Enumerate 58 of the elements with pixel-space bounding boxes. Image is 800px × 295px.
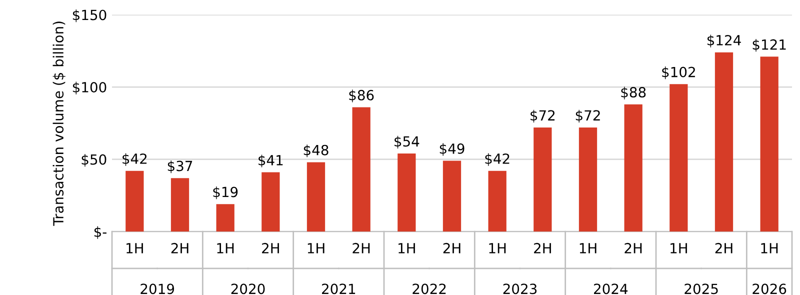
data-label: $54 bbox=[394, 136, 420, 149]
x-tick-label: 2H bbox=[443, 242, 460, 254]
data-label: $121 bbox=[752, 39, 786, 52]
y-axis-title: Transaction volume ($ billion) bbox=[52, 22, 66, 226]
data-label: $48 bbox=[304, 144, 328, 158]
x-tick-label: 1H bbox=[670, 243, 687, 254]
bar bbox=[488, 170, 506, 232]
bar bbox=[126, 170, 144, 232]
bar bbox=[442, 160, 462, 232]
x-tick-label: 1H bbox=[398, 243, 415, 254]
x-tick-label: 1H bbox=[489, 243, 506, 254]
x-tick-label: 2H bbox=[534, 242, 551, 254]
text: 2023 bbox=[503, 284, 537, 294]
bar bbox=[534, 128, 552, 232]
bar bbox=[578, 128, 598, 232]
text: 2025 bbox=[684, 284, 718, 294]
text: 2026 bbox=[752, 284, 786, 294]
y-tick-label: $150 bbox=[72, 9, 106, 22]
data-label: $41 bbox=[258, 154, 283, 168]
bar bbox=[216, 204, 234, 232]
x-tick-label: 1H bbox=[126, 243, 143, 254]
y-tick-label: $100 bbox=[72, 82, 106, 94]
data-label: $102 bbox=[662, 66, 695, 80]
x-tick-label: 2H bbox=[624, 242, 642, 254]
text: 2019 bbox=[140, 284, 174, 294]
bar bbox=[624, 104, 642, 232]
data-label: $72 bbox=[530, 110, 555, 122]
data-label: $86 bbox=[349, 90, 374, 102]
data-label: $88 bbox=[621, 86, 646, 100]
x-tick-label: 1H bbox=[761, 243, 778, 254]
x-tick-label: 2H bbox=[715, 242, 732, 254]
text: 2020 bbox=[231, 284, 265, 294]
bar bbox=[170, 178, 190, 232]
text: 2021 bbox=[322, 284, 356, 294]
data-label: $19 bbox=[213, 186, 238, 200]
data-label: $42 bbox=[485, 153, 510, 166]
x-tick-label: 2H bbox=[171, 242, 188, 254]
bar bbox=[398, 154, 416, 232]
data-label: $42 bbox=[122, 153, 147, 166]
y-tick-label: $- bbox=[94, 226, 106, 239]
x-tick-label: 2H bbox=[352, 242, 370, 254]
bar bbox=[306, 162, 326, 232]
x-tick-label: 1H bbox=[308, 243, 324, 254]
bar bbox=[760, 56, 778, 232]
data-label: $37 bbox=[168, 160, 192, 174]
bar bbox=[714, 52, 734, 232]
bar bbox=[670, 84, 688, 232]
data-label: $49 bbox=[440, 143, 464, 156]
text: 2022 bbox=[412, 284, 446, 294]
bar bbox=[262, 172, 280, 232]
data-label: $124 bbox=[707, 34, 741, 48]
x-tick-label: 2H bbox=[262, 242, 279, 254]
text: 2024 bbox=[594, 284, 628, 294]
x-tick-label: 1H bbox=[217, 243, 234, 254]
x-tick-label: 1H bbox=[580, 243, 596, 254]
y-tick-label: $50 bbox=[82, 154, 106, 167]
data-label: $72 bbox=[576, 110, 600, 122]
bar bbox=[352, 107, 370, 232]
